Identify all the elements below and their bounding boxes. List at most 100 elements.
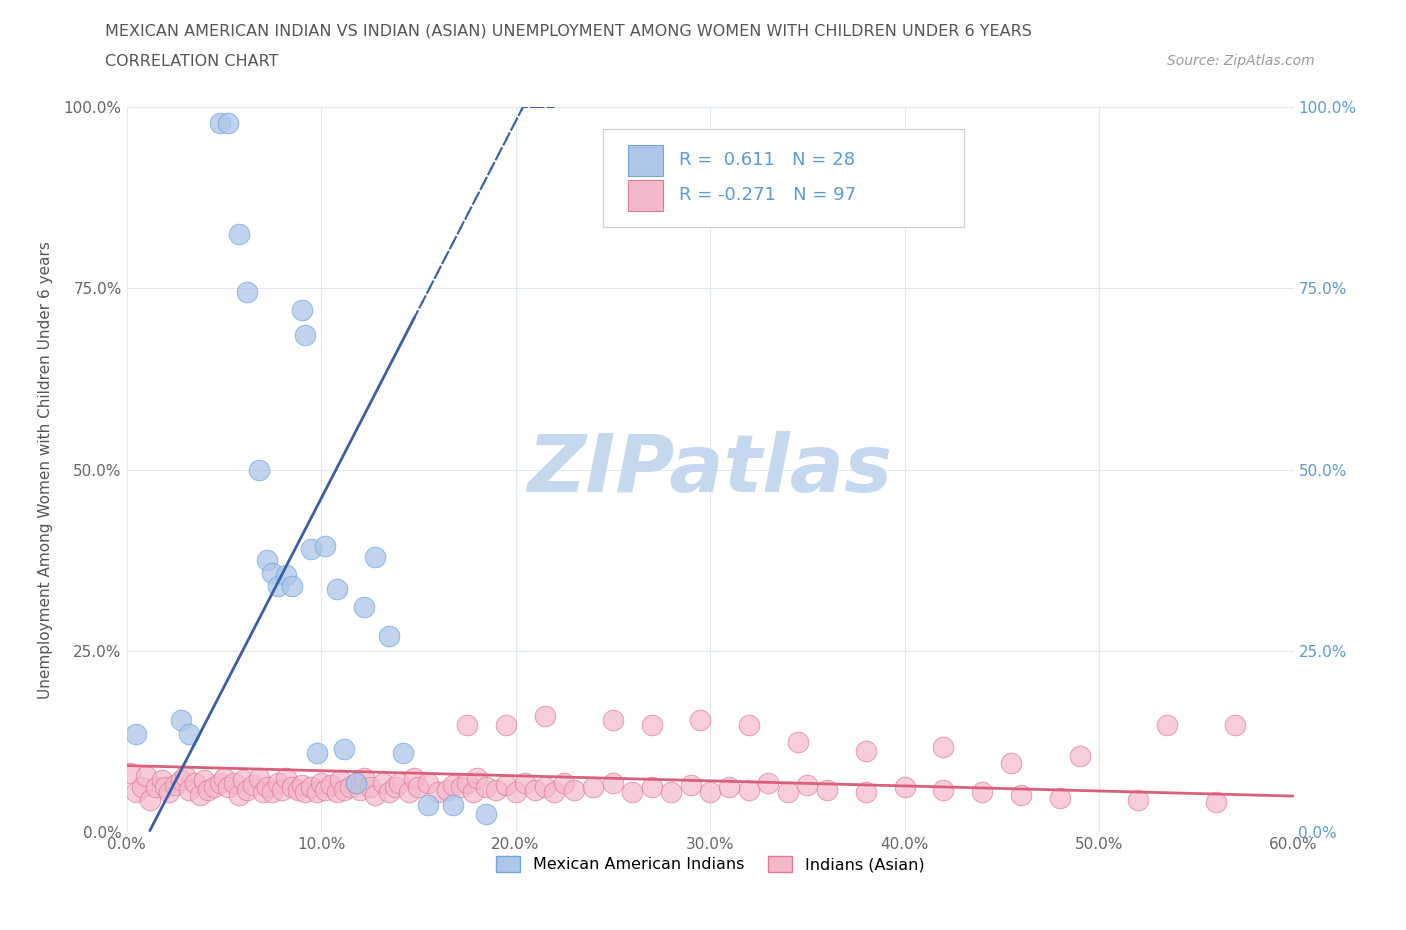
Point — [125, 727, 148, 742]
Text: Source: ZipAtlas.com: Source: ZipAtlas.com — [1167, 54, 1315, 68]
Text: ZIPatlas: ZIPatlas — [527, 431, 893, 509]
Point — [699, 785, 721, 800]
Point — [1126, 792, 1149, 807]
Point — [855, 785, 877, 800]
Point — [256, 780, 278, 795]
Y-axis label: Unemployment Among Women with Children Under 6 years: Unemployment Among Women with Children U… — [38, 241, 52, 698]
Point — [125, 785, 148, 800]
Point — [232, 773, 254, 788]
Point — [325, 582, 347, 597]
Point — [932, 783, 955, 798]
Point — [1049, 790, 1071, 805]
Point — [139, 792, 162, 807]
Point — [475, 780, 498, 795]
Point — [344, 776, 367, 790]
Point — [174, 768, 197, 783]
Point — [364, 550, 387, 565]
Point — [718, 780, 741, 795]
Point — [190, 787, 212, 802]
Legend: Mexican American Indians, Indians (Asian): Mexican American Indians, Indians (Asian… — [489, 849, 931, 879]
Point — [329, 773, 352, 788]
FancyBboxPatch shape — [628, 145, 664, 176]
Point — [353, 600, 375, 615]
Point — [533, 780, 555, 795]
Point — [738, 718, 761, 733]
Point — [855, 744, 877, 759]
Point — [505, 785, 527, 800]
Point — [485, 783, 508, 798]
Point — [1205, 794, 1227, 809]
Point — [281, 780, 304, 795]
Point — [398, 785, 420, 800]
Point — [247, 462, 270, 477]
Point — [170, 773, 193, 788]
Point — [120, 765, 142, 780]
Point — [177, 783, 200, 798]
Point — [290, 302, 312, 317]
Point — [465, 770, 488, 785]
Point — [217, 780, 239, 795]
Point — [621, 785, 644, 800]
Point — [274, 567, 297, 582]
Point — [252, 785, 274, 800]
Point — [271, 783, 294, 798]
Point — [416, 776, 439, 790]
Point — [135, 768, 157, 783]
Point — [236, 783, 259, 798]
Point — [404, 770, 426, 785]
Point — [309, 776, 332, 790]
Text: MEXICAN AMERICAN INDIAN VS INDIAN (ASIAN) UNEMPLOYMENT AMONG WOMEN WITH CHILDREN: MEXICAN AMERICAN INDIAN VS INDIAN (ASIAN… — [105, 23, 1032, 38]
Point — [339, 780, 361, 795]
Point — [1223, 718, 1246, 733]
Point — [183, 776, 205, 790]
Point — [228, 787, 250, 802]
Point — [378, 629, 401, 644]
Point — [202, 780, 225, 795]
Point — [170, 712, 193, 727]
Text: CORRELATION CHART: CORRELATION CHART — [105, 54, 278, 69]
Point — [533, 709, 555, 724]
Point — [786, 735, 808, 750]
Point — [543, 785, 565, 800]
Point — [197, 783, 219, 798]
Point — [359, 780, 381, 795]
Point — [222, 776, 245, 790]
Point — [456, 776, 478, 790]
Point — [388, 776, 411, 790]
Point — [314, 538, 336, 553]
Point — [495, 777, 517, 792]
Point — [641, 718, 664, 733]
Point — [972, 785, 994, 800]
Point — [307, 745, 329, 760]
Point — [562, 783, 585, 798]
Point — [602, 776, 624, 790]
Point — [165, 777, 187, 792]
Point — [353, 770, 375, 785]
Point — [294, 785, 316, 800]
Point — [456, 718, 478, 733]
Point — [378, 785, 401, 800]
Text: R =  0.611   N = 28: R = 0.611 N = 28 — [679, 151, 855, 169]
Point — [290, 777, 312, 792]
Point — [267, 776, 290, 790]
FancyBboxPatch shape — [628, 180, 664, 211]
Point — [228, 227, 250, 242]
Point — [659, 785, 682, 800]
Point — [314, 783, 336, 798]
Point — [267, 578, 290, 593]
Point — [461, 785, 484, 800]
Point — [325, 785, 347, 800]
Point — [287, 783, 309, 798]
Point — [150, 773, 173, 788]
Point — [602, 712, 624, 727]
Point — [523, 783, 546, 798]
Point — [262, 565, 284, 580]
Point — [384, 780, 406, 795]
Point — [1010, 787, 1032, 802]
Point — [391, 745, 413, 760]
Point — [815, 783, 838, 798]
Text: R = -0.271   N = 97: R = -0.271 N = 97 — [679, 186, 856, 205]
Point — [776, 785, 799, 800]
Point — [893, 780, 915, 795]
Point — [679, 777, 702, 792]
